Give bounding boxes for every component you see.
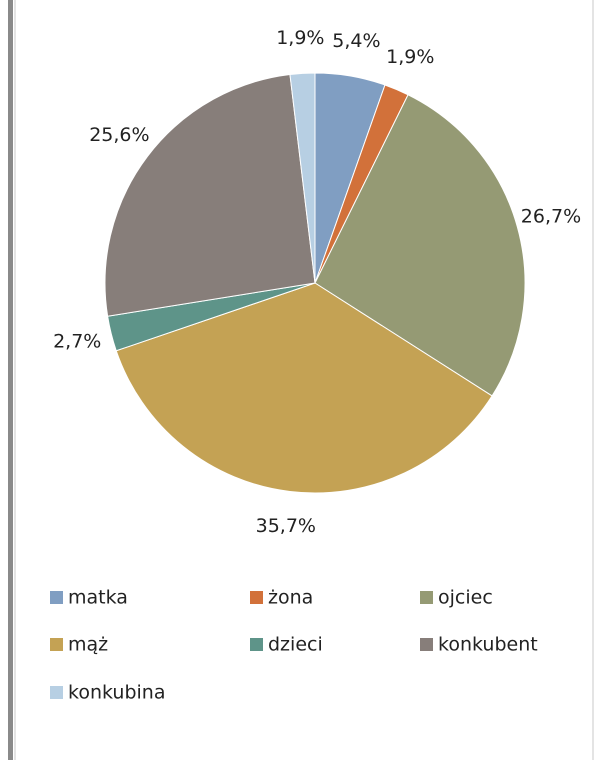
data-label: 26,7%: [521, 206, 581, 228]
legend-swatch: [50, 638, 63, 651]
legend-swatch: [50, 686, 63, 699]
data-label: 5,4%: [332, 30, 380, 52]
legend-label: matka: [68, 587, 128, 609]
legend-swatch: [250, 591, 263, 604]
data-label: 1,9%: [276, 27, 324, 49]
data-label: 2,7%: [53, 331, 101, 353]
legend-swatch: [250, 638, 263, 651]
pie-slice: [104, 73, 316, 317]
legend-label: ojciec: [438, 587, 493, 609]
pie-slice: [314, 94, 526, 397]
legend-label: mąż: [68, 634, 108, 656]
legend-swatch: [420, 591, 433, 604]
data-label: 25,6%: [89, 124, 149, 146]
data-label: 35,7%: [256, 515, 316, 537]
legend-swatch: [50, 591, 63, 604]
legend-swatch: [420, 638, 433, 651]
left-border: [8, 0, 13, 760]
data-label: 1,9%: [386, 46, 434, 68]
pie-slice: [115, 282, 493, 494]
legend-label: konkubent: [438, 634, 538, 656]
legend-label: konkubina: [68, 682, 165, 704]
legend-label: dzieci: [268, 634, 323, 656]
pie-slice: [289, 72, 316, 284]
legend-label: żona: [268, 587, 313, 609]
